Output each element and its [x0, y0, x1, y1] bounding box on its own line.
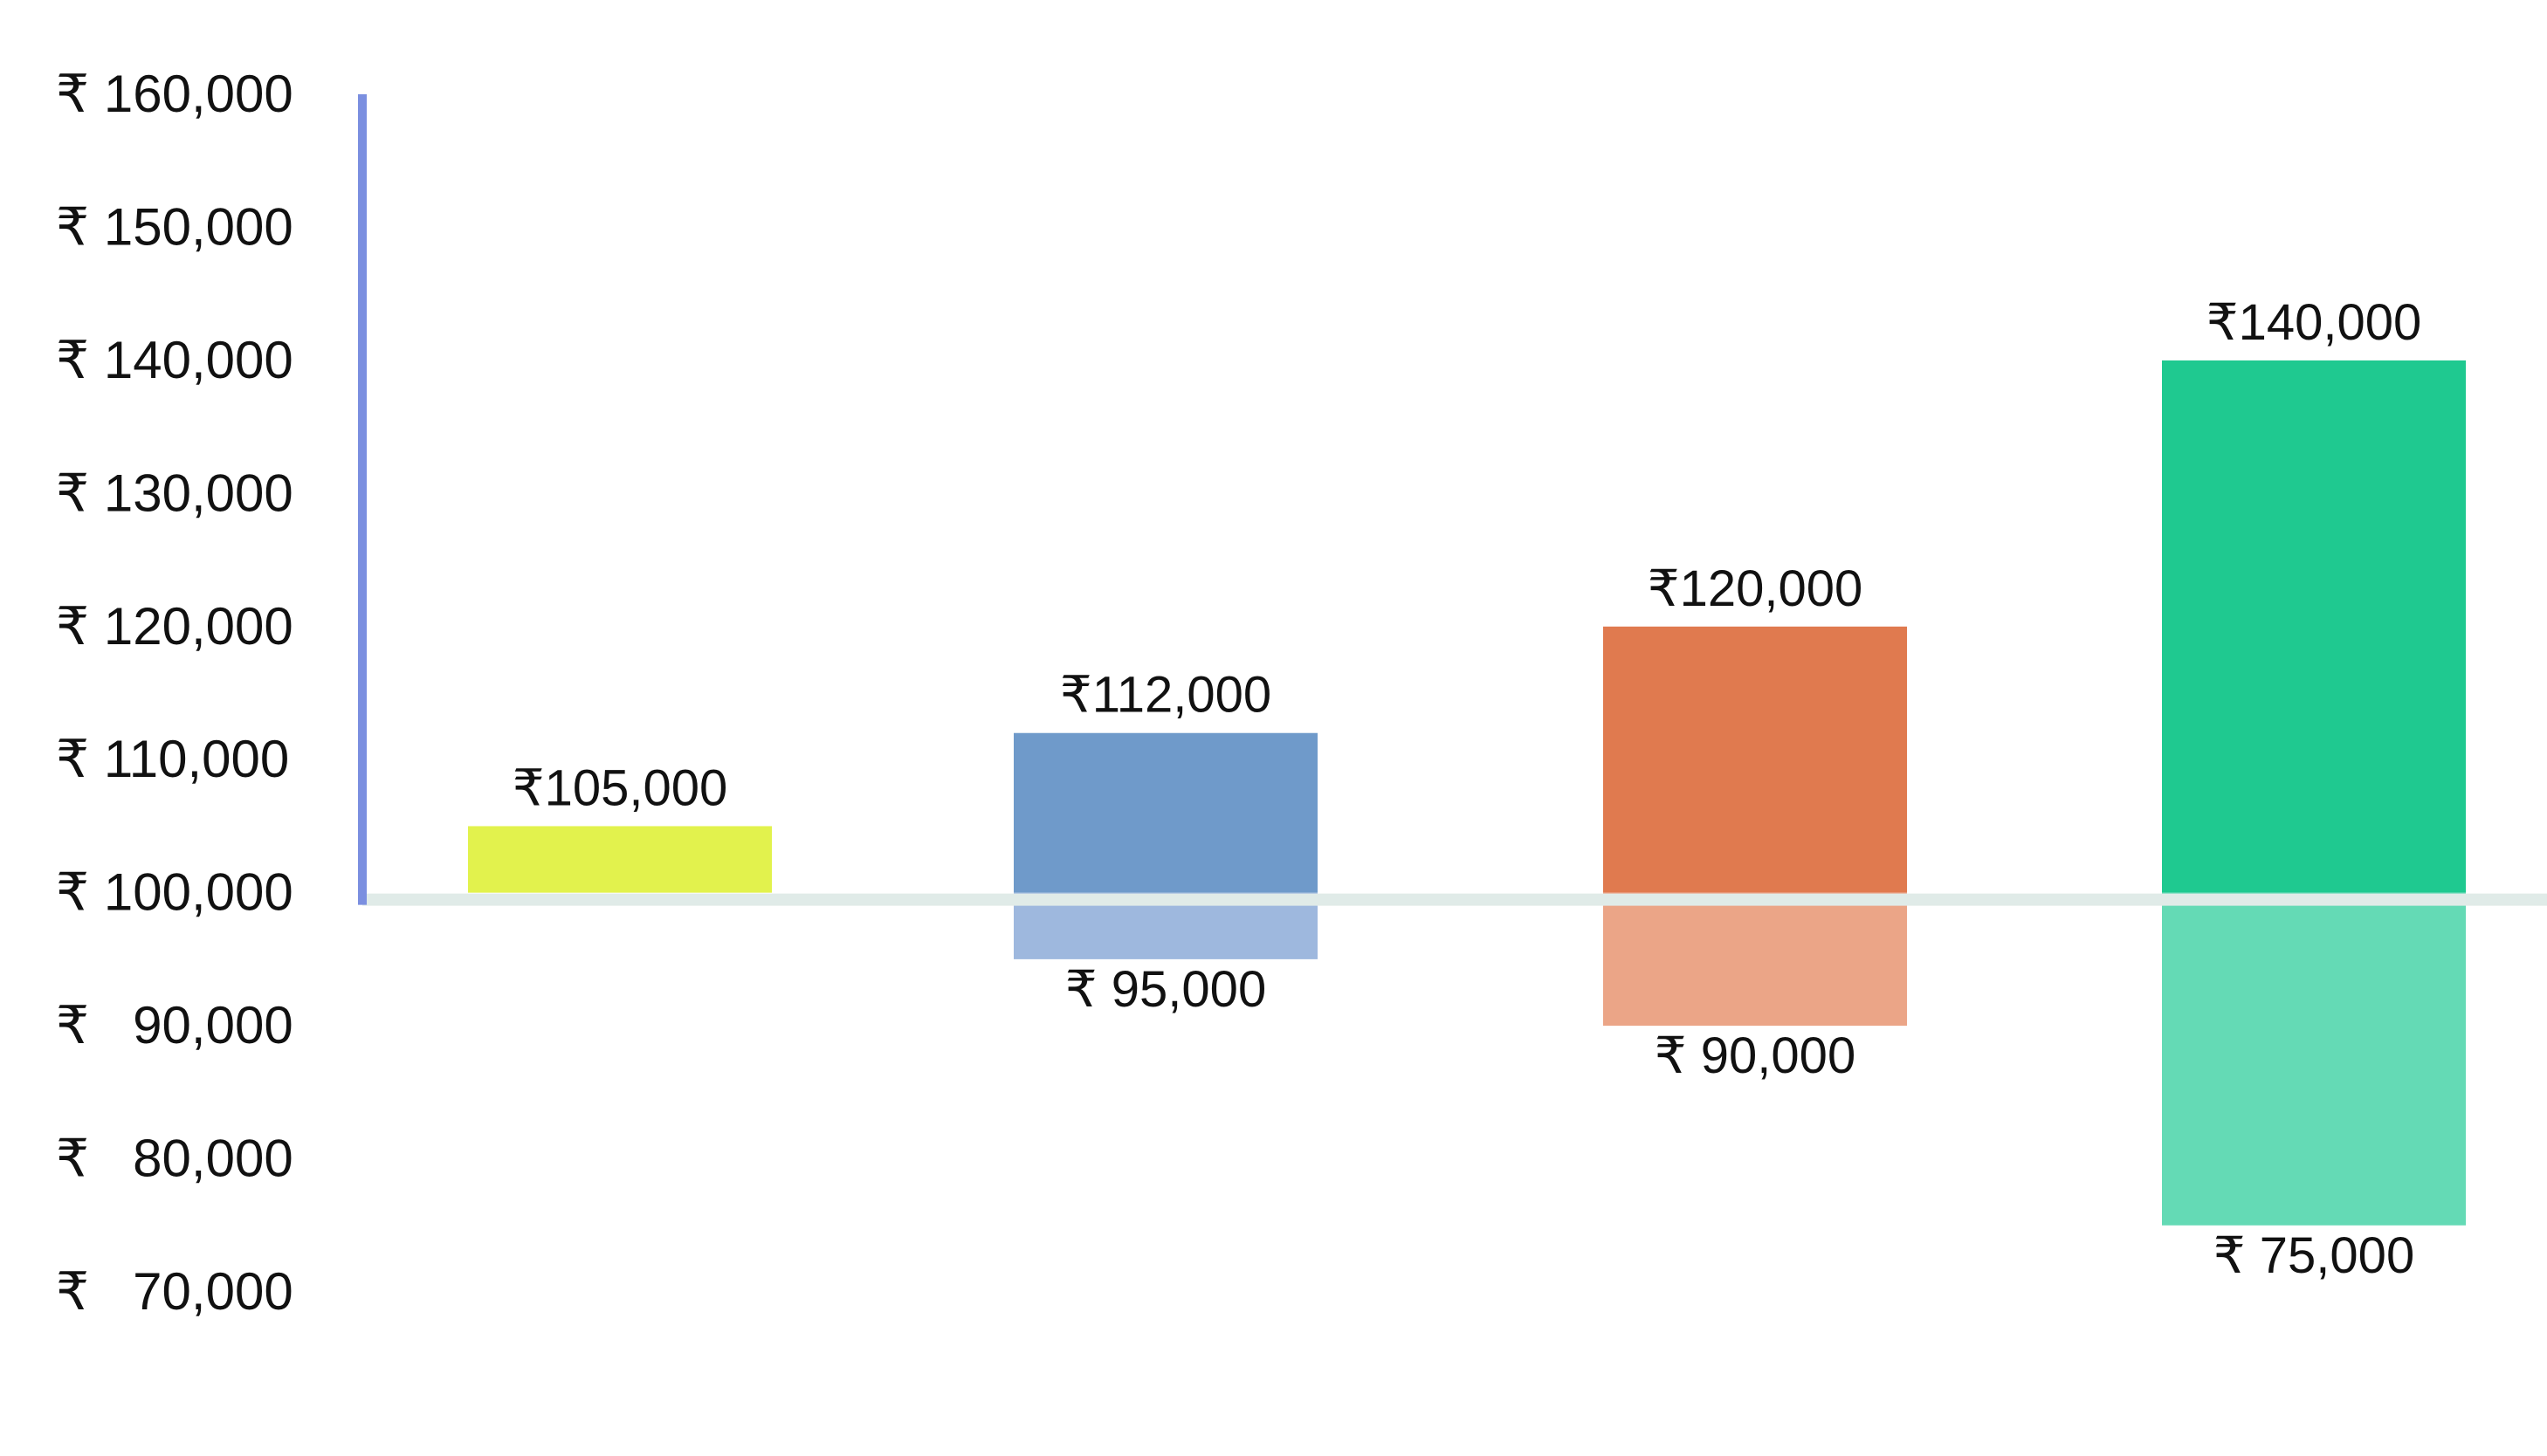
bar-high-1 — [468, 826, 772, 893]
bar-low-label-3: ₹ 90,000 — [1655, 1027, 1855, 1084]
bars-above-baseline — [468, 360, 2466, 893]
bar-low-4 — [2162, 892, 2466, 1226]
bar-high-label-4: ₹140,000 — [2206, 294, 2422, 351]
y-tick-label: ₹ 160,000 — [56, 65, 293, 123]
bar-high-label-2: ₹112,000 — [1060, 667, 1271, 724]
bar-low-label-2: ₹ 95,000 — [1065, 961, 1266, 1018]
y-tick-label: ₹ 70,000 — [56, 1262, 293, 1321]
y-tick-label: ₹ 120,000 — [56, 597, 293, 656]
data-labels: ₹105,000 ₹112,000 ₹ 95,000 ₹120,000 ₹ 90,000… — [513, 294, 2422, 1284]
bar-high-2 — [1014, 732, 1318, 893]
y-tick-label: ₹ 110,000 — [56, 730, 289, 788]
bar-high-label-3: ₹120,000 — [1648, 560, 1863, 617]
y-tick-label: ₹ 80,000 — [56, 1130, 293, 1188]
bar-low-3 — [1603, 892, 1907, 1027]
y-tick-label: ₹ 130,000 — [56, 464, 293, 522]
y-axis-labels: ₹ 160,000 ₹ 150,000 ₹ 140,000 ₹ 130,000 ₹ 12… — [56, 65, 293, 1321]
y-tick-label: ₹ 140,000 — [56, 331, 293, 389]
y-tick-label: ₹ 90,000 — [56, 996, 293, 1054]
bar-high-4 — [2162, 360, 2466, 893]
bars-below-baseline — [1014, 892, 2466, 1226]
bar-low-label-4: ₹ 75,000 — [2213, 1227, 2414, 1284]
y-tick-label: ₹ 100,000 — [56, 863, 293, 922]
bar-high-3 — [1603, 626, 1907, 893]
bar-high-label-1: ₹105,000 — [513, 759, 728, 816]
y-tick-label: ₹ 150,000 — [56, 197, 293, 256]
